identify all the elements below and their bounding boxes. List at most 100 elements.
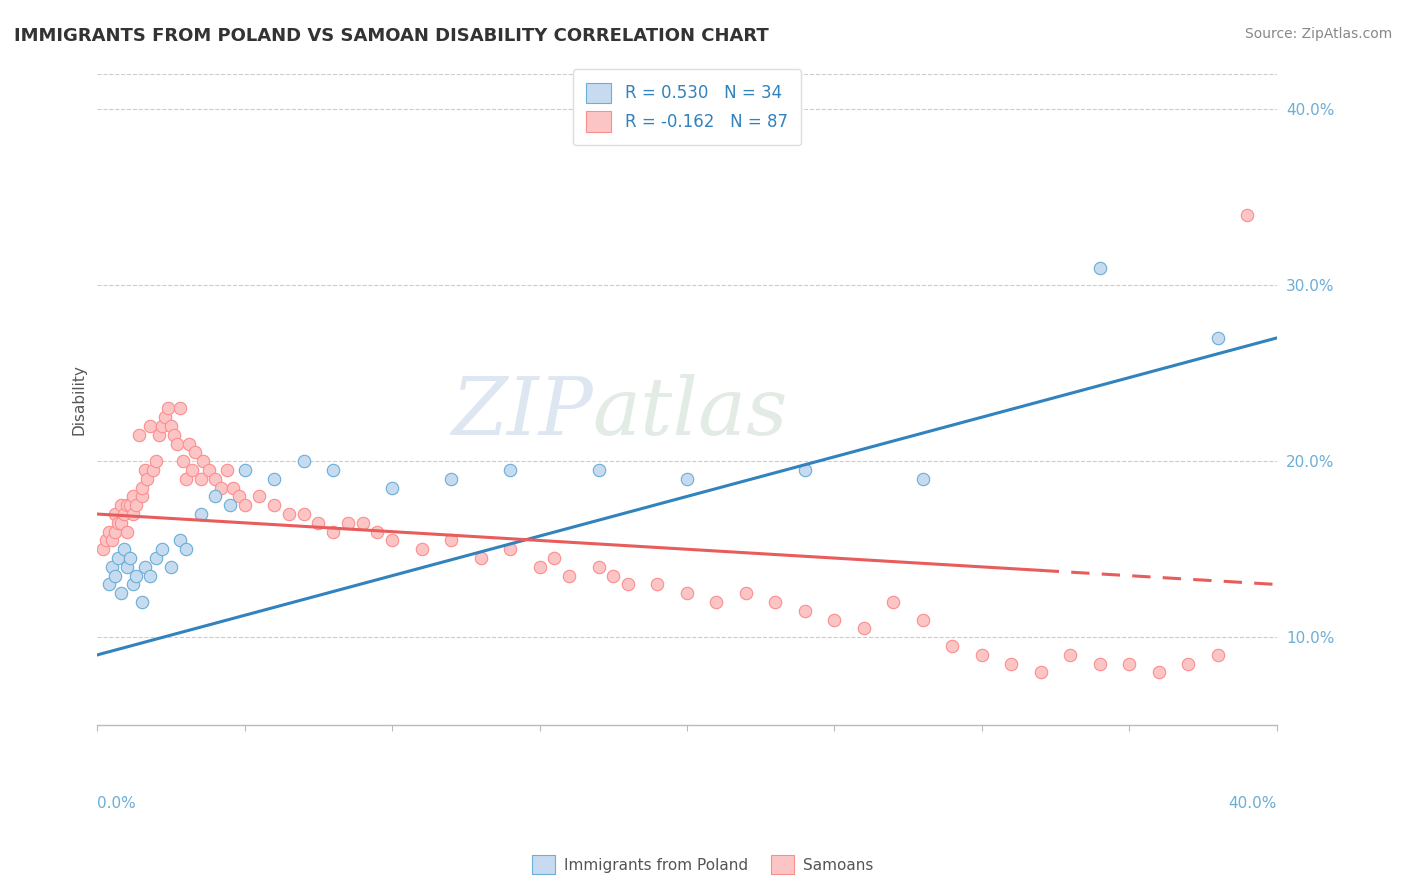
- Point: [1000, 657, 1022, 671]
- Point: [198, 463, 221, 477]
- Point: [1206, 648, 1229, 662]
- Point: [145, 454, 167, 468]
- Point: [543, 551, 565, 566]
- Point: [139, 419, 162, 434]
- Point: [121, 507, 143, 521]
- Text: atlas: atlas: [592, 374, 787, 451]
- Point: [169, 401, 191, 416]
- Point: [157, 401, 180, 416]
- Point: [278, 507, 301, 521]
- Point: [470, 551, 492, 566]
- Point: [193, 454, 215, 468]
- Point: [706, 595, 728, 609]
- Point: [107, 516, 129, 530]
- Point: [163, 427, 186, 442]
- Point: [1088, 657, 1111, 671]
- Point: [1177, 657, 1199, 671]
- Point: [172, 454, 194, 468]
- Point: [222, 481, 245, 495]
- Point: [160, 559, 183, 574]
- Point: [219, 498, 242, 512]
- Text: 0.0%: 0.0%: [97, 796, 136, 811]
- Text: IMMIGRANTS FROM POLAND VS SAMOAN DISABILITY CORRELATION CHART: IMMIGRANTS FROM POLAND VS SAMOAN DISABIL…: [14, 27, 769, 45]
- Point: [882, 595, 904, 609]
- Y-axis label: Disability: Disability: [72, 364, 86, 435]
- Point: [1059, 648, 1081, 662]
- Point: [941, 639, 963, 653]
- Point: [529, 559, 551, 574]
- Point: [136, 472, 159, 486]
- Text: ZIP: ZIP: [451, 374, 592, 451]
- Point: [1029, 665, 1052, 680]
- Point: [124, 498, 146, 512]
- Point: [128, 427, 150, 442]
- Point: [209, 481, 232, 495]
- Point: [793, 604, 815, 618]
- Point: [911, 472, 934, 486]
- Legend: Immigrants from Poland, Samoans: Immigrants from Poland, Samoans: [526, 849, 880, 880]
- Point: [104, 524, 127, 539]
- Point: [204, 472, 226, 486]
- Point: [153, 410, 176, 425]
- Point: [183, 445, 205, 459]
- Point: [110, 516, 132, 530]
- Point: [352, 516, 374, 530]
- Point: [98, 524, 121, 539]
- Point: [911, 613, 934, 627]
- Point: [91, 542, 114, 557]
- Point: [160, 419, 183, 434]
- Point: [1206, 331, 1229, 345]
- Point: [190, 472, 212, 486]
- Point: [204, 490, 226, 504]
- Point: [101, 533, 124, 548]
- Point: [440, 472, 463, 486]
- Point: [150, 419, 173, 434]
- Point: [131, 595, 153, 609]
- Point: [101, 559, 124, 574]
- Point: [115, 498, 138, 512]
- Point: [110, 586, 132, 600]
- Point: [617, 577, 640, 591]
- Point: [381, 533, 404, 548]
- Point: [150, 542, 173, 557]
- Point: [228, 490, 250, 504]
- Point: [249, 490, 271, 504]
- Point: [307, 516, 329, 530]
- Point: [1147, 665, 1170, 680]
- Point: [134, 559, 156, 574]
- Point: [96, 533, 118, 548]
- Point: [263, 498, 285, 512]
- Point: [174, 542, 197, 557]
- Point: [588, 463, 610, 477]
- Point: [1236, 208, 1258, 222]
- Point: [124, 568, 146, 582]
- Point: [134, 463, 156, 477]
- Point: [177, 436, 200, 450]
- Point: [118, 498, 141, 512]
- Point: [110, 498, 132, 512]
- Point: [104, 507, 127, 521]
- Point: [322, 524, 344, 539]
- Point: [647, 577, 669, 591]
- Point: [131, 490, 153, 504]
- Point: [292, 507, 315, 521]
- Point: [263, 472, 285, 486]
- Point: [292, 454, 315, 468]
- Text: Source: ZipAtlas.com: Source: ZipAtlas.com: [1244, 27, 1392, 41]
- Point: [112, 507, 135, 521]
- Point: [139, 568, 162, 582]
- Point: [98, 577, 121, 591]
- Point: [115, 559, 138, 574]
- Point: [336, 516, 359, 530]
- Point: [588, 559, 610, 574]
- Point: [1118, 657, 1140, 671]
- Point: [411, 542, 433, 557]
- Point: [131, 481, 153, 495]
- Point: [602, 568, 624, 582]
- Point: [215, 463, 238, 477]
- Point: [322, 463, 344, 477]
- Point: [440, 533, 463, 548]
- Point: [1088, 260, 1111, 275]
- Point: [121, 490, 143, 504]
- Point: [169, 533, 191, 548]
